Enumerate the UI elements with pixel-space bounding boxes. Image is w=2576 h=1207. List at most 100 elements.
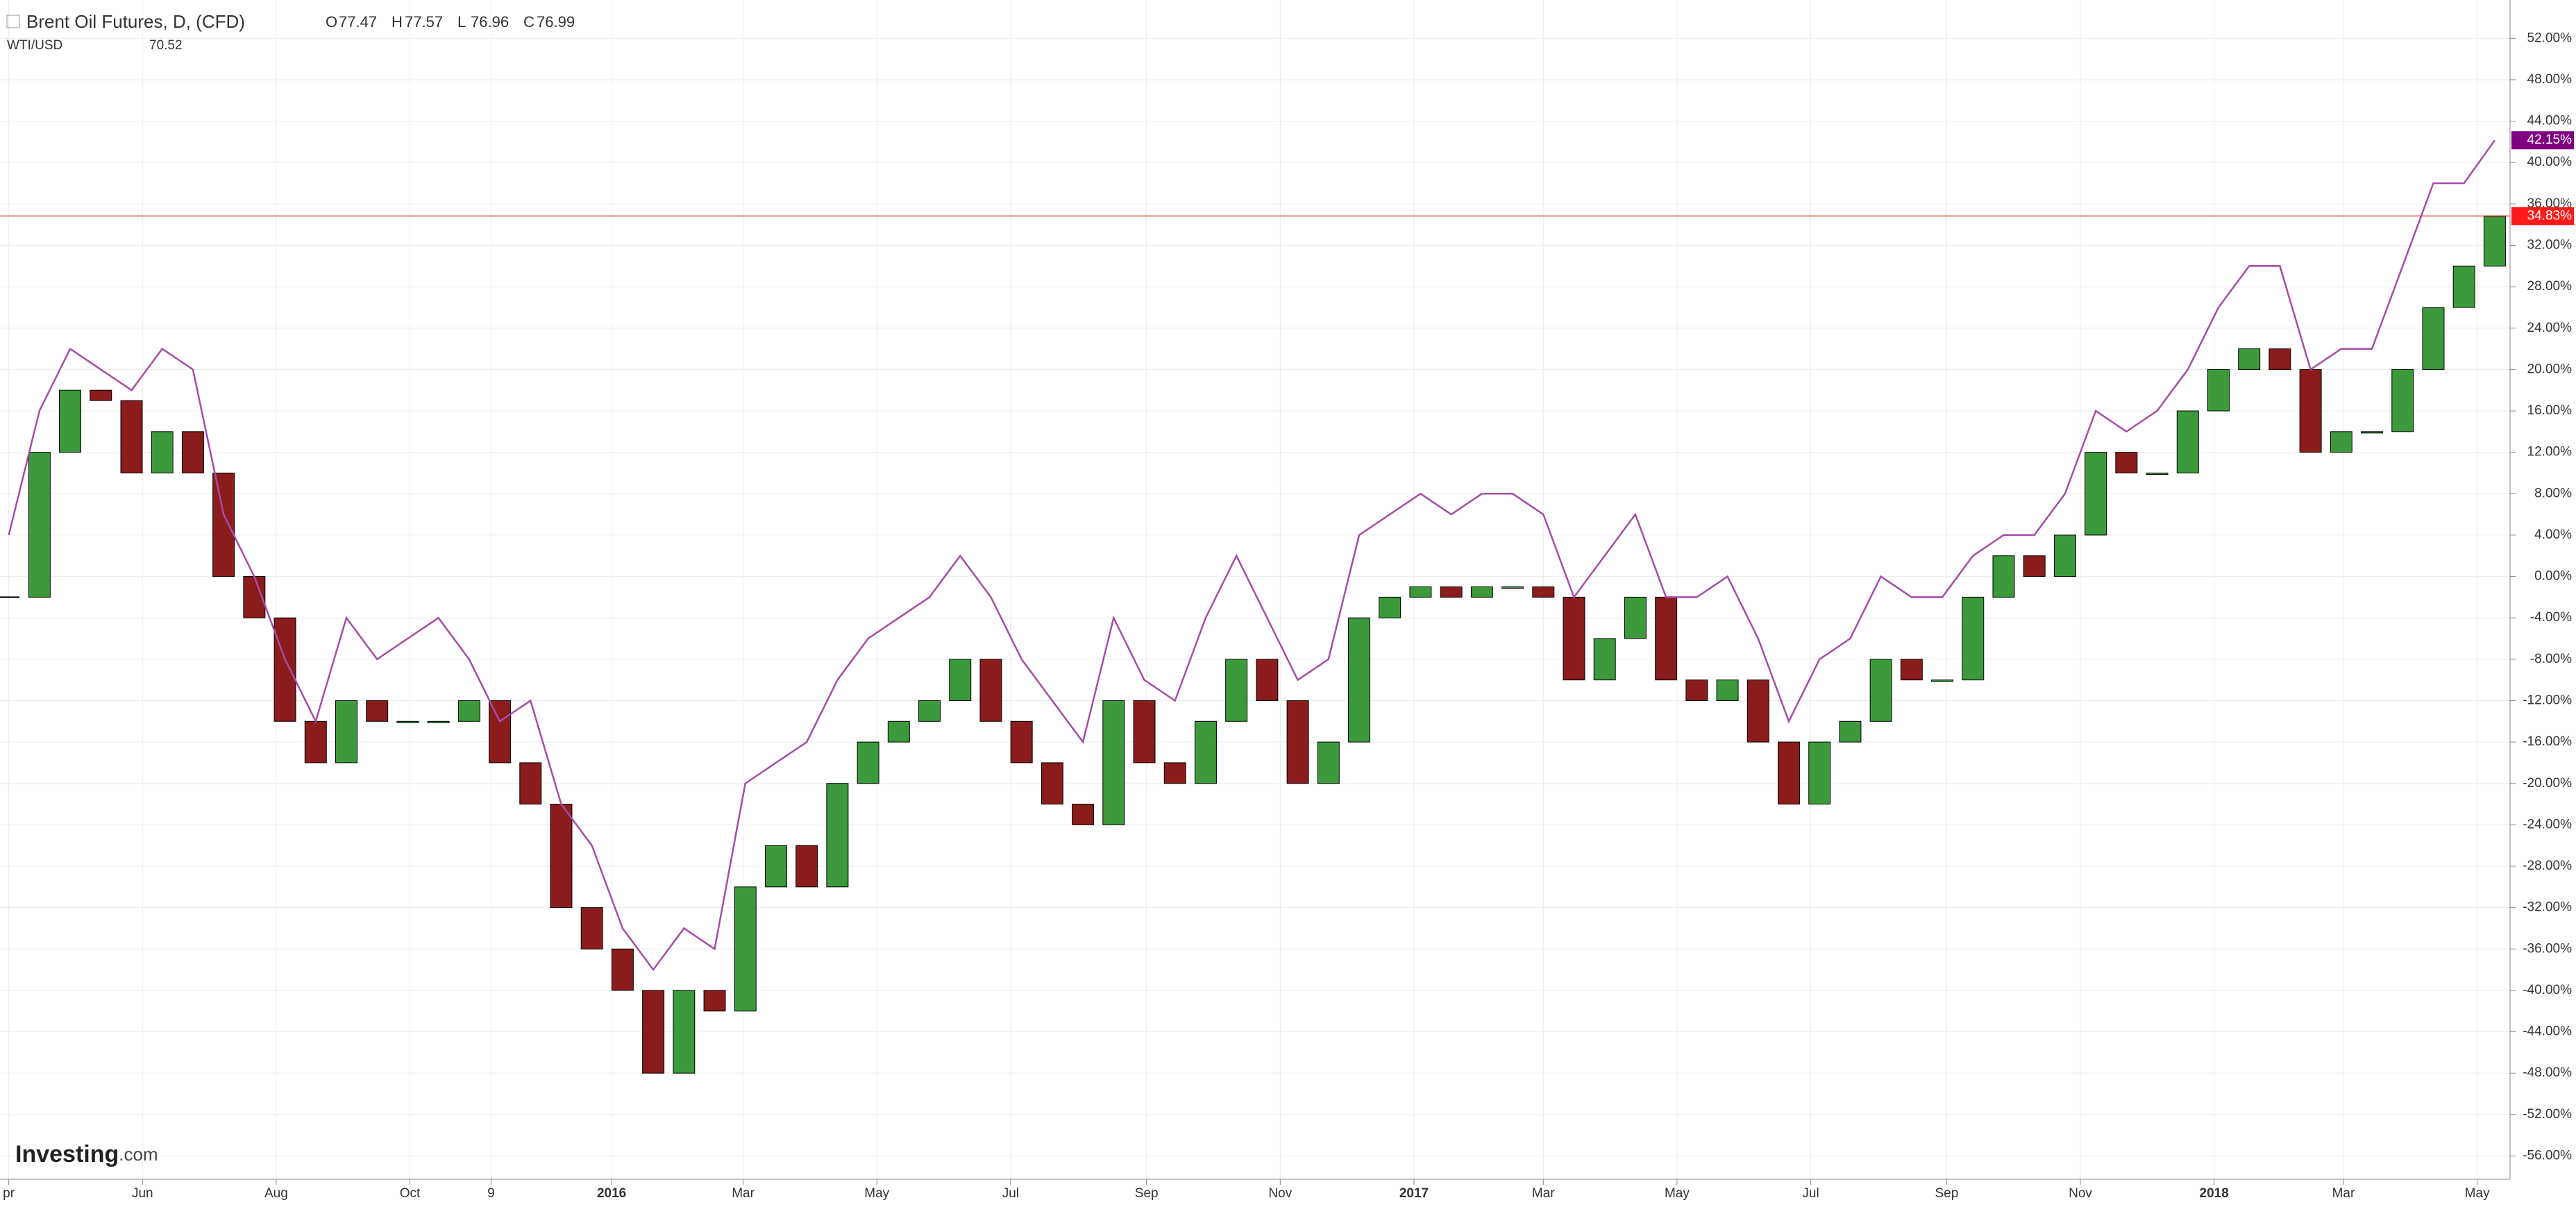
candle xyxy=(1348,617,1370,743)
candle xyxy=(1900,659,1923,681)
candle xyxy=(949,659,972,701)
series-last-price: 70.52 xyxy=(149,38,183,53)
y-tick-label: -24.00% xyxy=(2523,817,2572,832)
candle xyxy=(1716,680,1739,701)
price-tag-label: 42.15% xyxy=(2527,133,2573,147)
y-tick-label: -40.00% xyxy=(2523,983,2572,997)
ohlc-key: L xyxy=(457,13,466,31)
y-tick-label: -56.00% xyxy=(2523,1148,2572,1163)
x-tick-label: 9 xyxy=(487,1186,495,1201)
candle xyxy=(212,472,235,577)
y-tick-label: 28.00% xyxy=(2527,279,2573,294)
candle xyxy=(1992,555,2015,598)
chart-title: Brent Oil Futures, D, (CFD) xyxy=(26,11,245,32)
candle xyxy=(2268,348,2291,370)
candle xyxy=(703,990,726,1012)
ohlc-key: C xyxy=(523,13,534,31)
candle xyxy=(1163,762,1186,784)
candle xyxy=(1256,659,1279,701)
y-tick-label: -32.00% xyxy=(2523,900,2572,915)
candle xyxy=(1102,700,1125,825)
y-tick-label: -8.00% xyxy=(2530,652,2572,666)
candle xyxy=(120,400,143,473)
y-tick-label: 0.00% xyxy=(2534,569,2572,584)
x-tick-label: Jun xyxy=(132,1186,153,1201)
candle xyxy=(826,783,849,888)
x-tick-label: Jul xyxy=(1802,1186,1819,1201)
y-tick-label: 8.00% xyxy=(2534,486,2572,500)
y-tick-label: 48.00% xyxy=(2527,72,2573,87)
x-tick-label: May xyxy=(864,1186,889,1201)
x-tick-label: 2018 xyxy=(2200,1186,2229,1201)
candle xyxy=(2023,555,2046,577)
candle xyxy=(1869,659,1892,722)
candle xyxy=(611,948,634,991)
candle xyxy=(2053,534,2076,577)
candle xyxy=(1010,720,1033,763)
x-tick-label: pr xyxy=(3,1186,15,1201)
price-tag-label: 34.83% xyxy=(2527,208,2573,223)
candle xyxy=(2176,410,2199,473)
ohlc-key: H xyxy=(392,13,403,31)
x-tick-label: May xyxy=(2465,1186,2490,1201)
grid xyxy=(0,0,2510,1179)
x-tick-label: Nov xyxy=(1268,1186,1292,1201)
series-line xyxy=(8,140,2495,972)
candle xyxy=(1624,596,1647,639)
candle xyxy=(151,431,174,473)
watermark-brand: Investing xyxy=(15,1141,119,1167)
candle xyxy=(979,659,1002,722)
x-tick-label: 2017 xyxy=(1399,1186,1429,1201)
candle xyxy=(1133,700,1156,763)
y-tick-label: -52.00% xyxy=(2523,1107,2572,1122)
ohlc-value: 77.47 xyxy=(339,13,377,31)
candle xyxy=(1685,680,1708,701)
candle xyxy=(1839,720,1862,743)
candle xyxy=(457,700,480,722)
watermark-domain: .com xyxy=(119,1144,158,1165)
collapse-icon[interactable] xyxy=(6,15,20,28)
candle xyxy=(2115,452,2138,473)
candle xyxy=(28,452,51,598)
candle xyxy=(1808,741,1831,805)
candle xyxy=(857,741,879,784)
y-tick-label: -48.00% xyxy=(2523,1065,2572,1080)
y-tick-label: 4.00% xyxy=(2534,527,2572,542)
y-tick-label: -4.00% xyxy=(2530,610,2572,625)
candle xyxy=(335,700,357,763)
candle xyxy=(2391,369,2414,432)
candle xyxy=(1379,596,1401,618)
candle xyxy=(427,720,450,723)
candle xyxy=(273,617,296,722)
candle xyxy=(90,389,112,401)
series-legend: WTI/USD xyxy=(7,38,62,53)
y-tick-label: -16.00% xyxy=(2523,734,2572,749)
candle xyxy=(1041,762,1063,805)
candle xyxy=(1286,700,1309,784)
price-tag xyxy=(2511,131,2574,150)
candle xyxy=(1501,586,1524,589)
candle xyxy=(2452,265,2475,308)
x-tick-label: Mar xyxy=(2332,1186,2355,1201)
ohlc-value: 77.57 xyxy=(405,13,443,31)
candle xyxy=(1563,596,1585,681)
candle xyxy=(1225,659,1248,722)
y-tick-label: 52.00% xyxy=(2527,31,2573,45)
y-tick-label: 40.00% xyxy=(2527,155,2573,169)
candle xyxy=(1470,586,1493,598)
candle xyxy=(1317,741,1340,784)
y-tick-label: -20.00% xyxy=(2523,776,2572,791)
candle xyxy=(2330,431,2352,453)
candle xyxy=(550,804,573,909)
candle xyxy=(764,845,787,888)
candle xyxy=(1532,586,1555,598)
candle xyxy=(519,762,542,805)
candle xyxy=(1593,638,1616,681)
x-tick-label: Nov xyxy=(2069,1186,2092,1201)
candle xyxy=(642,990,665,1074)
candle xyxy=(2422,307,2445,370)
candle xyxy=(1962,596,1985,681)
candle xyxy=(887,720,910,743)
y-tick-label: -44.00% xyxy=(2523,1024,2572,1039)
